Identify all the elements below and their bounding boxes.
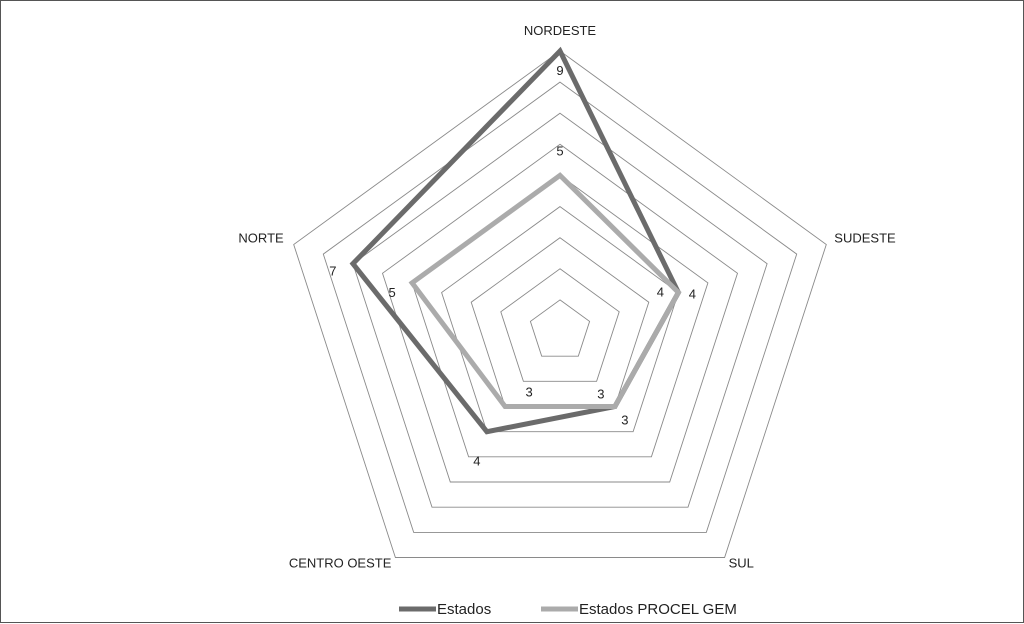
data-label-estados-sudeste: 4 [689, 287, 696, 302]
data-label-estados-procel-gem-nordeste: 5 [556, 143, 563, 158]
grid-ring-1 [529, 299, 591, 357]
series-line-estados-procel-gem [408, 172, 682, 409]
legend-item-estados-procel-gem: Estados PROCEL GEM [541, 601, 737, 618]
legend-item-estados: Estados [399, 601, 491, 618]
grid-ring-6 [381, 143, 739, 483]
data-label-estados-centro-oeste: 4 [473, 454, 480, 469]
category-label-centro-oeste: CENTRO OESTE [289, 556, 392, 571]
category-label-nordeste: NORDESTE [524, 23, 597, 38]
grid-ring-7 [352, 112, 768, 508]
legend: Estados Estados PROCEL GEM [399, 601, 737, 618]
category-label-norte: NORTE [238, 231, 284, 246]
data-label-estados-procel-gem-norte: 5 [388, 285, 395, 300]
category-label-sul: SUL [729, 556, 754, 571]
data-label-estados-procel-gem-sul: 3 [597, 387, 604, 402]
data-label-estados-sul: 3 [621, 413, 628, 428]
radar-grid [293, 50, 827, 558]
series-lines [349, 46, 682, 435]
data-label-estados-nordeste: 9 [556, 63, 563, 78]
series-line-estados [349, 46, 682, 435]
grid-ring-2 [500, 268, 620, 382]
data-label-estados-procel-gem-centro-oeste: 3 [525, 385, 532, 400]
grid-ring-4 [441, 206, 679, 433]
data-label-estados-procel-gem-sudeste: 4 [657, 285, 664, 300]
grid-ring-9 [293, 50, 827, 558]
data-labels: 9 4 3 4 7 5 4 3 3 5 [329, 63, 696, 469]
data-label-estados-norte: 7 [329, 264, 336, 279]
legend-label-estados-procel-gem: Estados PROCEL GEM [579, 601, 737, 618]
category-labels: NORDESTE SUDESTE SUL CENTRO OESTE NORTE [238, 23, 896, 571]
legend-label-estados: Estados [437, 601, 491, 618]
category-label-sudeste: SUDESTE [834, 231, 896, 246]
grid-ring-8 [322, 81, 798, 533]
